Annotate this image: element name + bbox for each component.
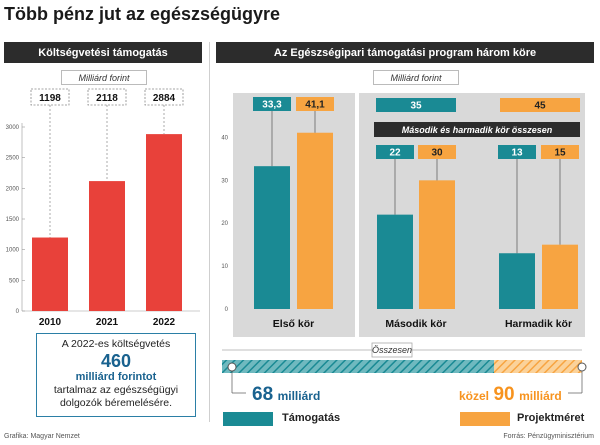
support-bar [499, 253, 535, 309]
left-category-label: 2010 [39, 317, 62, 328]
right-panel-header: Az Egészségipari támogatási program háro… [216, 42, 594, 63]
total-right-text: közel 90 milliárd [459, 384, 562, 406]
panel-divider [209, 42, 210, 422]
left-value-label: 1198 [39, 93, 61, 104]
infobox-unit: milliárd forintot [75, 371, 157, 383]
total-progress-bar: Összesen [222, 342, 587, 394]
right-ytick-label: 0 [225, 307, 229, 313]
total-right-unit: milliárd [519, 389, 562, 403]
total-right-marker [577, 362, 587, 372]
left-value-label: 2884 [153, 93, 176, 104]
round1-background [233, 93, 355, 337]
right-y-axis: 0 10 20 30 40 [221, 135, 228, 313]
project-value-tag [296, 97, 334, 111]
legend-teal-label: Támogatás [282, 412, 341, 424]
total-right-number: 90 [493, 384, 515, 405]
left-category-label: 2021 [96, 317, 119, 328]
left-unit-label: Milliárd forint [61, 70, 147, 85]
left-ytick-label: 3000 [6, 125, 20, 131]
support-value-tag [253, 97, 291, 111]
legend-teal-swatch [223, 412, 273, 426]
total-left-unit: milliárd [277, 389, 321, 403]
project-value-label: 41,1 [305, 100, 325, 111]
left-panel-header: Költségvetési támogatás [4, 42, 202, 63]
support-bar [254, 166, 290, 309]
support-value-tag [498, 145, 536, 159]
total-left-text: 68 milliárd [252, 384, 320, 406]
left-value-box [87, 88, 127, 106]
right-ytick-label: 10 [221, 264, 228, 270]
combined-project-tag [500, 98, 580, 112]
project-value-tag [541, 145, 579, 159]
total-project-segment [494, 360, 582, 373]
total-right-prefix: közel [459, 389, 490, 403]
right-unit-label: Milliárd forint [373, 70, 459, 85]
left-ytick-label: 500 [9, 278, 20, 284]
round-category-label: Második kör [385, 318, 446, 330]
left-bars: 1198 2010 2118 2021 2884 2022 [30, 88, 184, 328]
infobox-line1: A 2022-es költségvetés [61, 338, 171, 350]
support-value-label: 22 [389, 148, 401, 159]
infobox-line4: dolgozók béremelésére. [59, 397, 173, 409]
project-value-label: 30 [431, 148, 443, 159]
left-ytick-label: 1500 [6, 217, 20, 223]
left-bar-chart: 0 500 1000 1500 2000 2500 3000 1198 2010 2118 202… [6, 88, 200, 328]
left-ytick-label: 2500 [6, 156, 20, 162]
combined-label-band [374, 122, 580, 137]
left-ytick-label: 1000 [6, 248, 20, 254]
support-bar [377, 214, 413, 309]
left-bar [89, 181, 125, 311]
left-category-label: 2022 [153, 317, 176, 328]
right-bars: 33,3 41,1 Első kör 22 30 Második kör 13 15 Harma… [253, 97, 580, 330]
budget-infobox: A 2022-es költségvetés 460 milliárd fori… [36, 333, 196, 417]
left-value-box [30, 88, 70, 106]
right-ytick-label: 40 [221, 135, 228, 141]
infobox-amount: 460 [100, 351, 132, 371]
right-ytick-label: 20 [221, 221, 228, 227]
page-title: Több pénz jut az egészségügyre [4, 4, 281, 24]
right-ytick-label: 30 [221, 178, 228, 184]
left-value-label: 2118 [96, 93, 118, 104]
combined-project-value: 45 [534, 101, 546, 112]
infobox-line3: tartalmaz az egészségügyi [53, 384, 179, 396]
support-value-label: 33,3 [262, 100, 282, 111]
total-left-number: 68 [252, 384, 274, 405]
left-value-box [144, 88, 184, 106]
footer-source: Forrás: Pénzügyminisztérium [503, 433, 594, 440]
left-bar [146, 134, 182, 311]
project-value-tag [418, 145, 456, 159]
total-label: Összesen [372, 345, 412, 355]
total-left-marker [227, 362, 237, 372]
combined-support-value: 35 [410, 101, 422, 112]
project-bar [542, 244, 578, 309]
left-ytick-label: 2000 [6, 186, 20, 192]
combined-support-tag [376, 98, 456, 112]
total-label-box [371, 342, 413, 358]
combined-label: Második és harmadik kör összesen [402, 125, 553, 135]
round-category-label: Harmadik kör [505, 318, 572, 330]
left-ytick-label: 0 [16, 309, 20, 315]
left-bar [32, 237, 68, 311]
legend-orange-swatch [460, 412, 510, 426]
round-category-label: Első kör [273, 318, 314, 330]
total-support-segment [222, 360, 494, 373]
project-bar [419, 180, 455, 309]
footer-credit: Grafika: Magyar Nemzet [4, 433, 80, 440]
legend-orange-label: Projektméret [517, 412, 585, 424]
project-bar [297, 132, 333, 309]
project-value-label: 15 [554, 148, 566, 159]
support-value-tag [376, 145, 414, 159]
support-value-label: 13 [511, 148, 523, 159]
